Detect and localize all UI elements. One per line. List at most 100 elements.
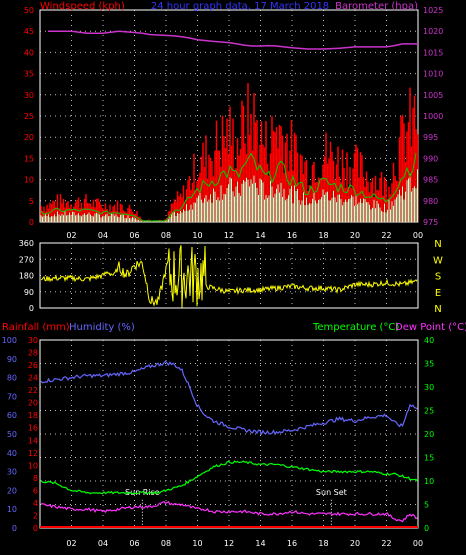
wind-time-tick-label: 16 <box>287 231 297 240</box>
barometer-tick-label: 1015 <box>423 48 443 57</box>
humidity-tick-label: 80 <box>7 374 17 383</box>
barometer-axis-label: Barometer (hpa) <box>335 1 418 12</box>
wind-time-tick-label: 08 <box>161 231 171 240</box>
rainfall-tick-label: 8 <box>33 474 38 483</box>
direction-tick-label: 180 <box>19 272 34 281</box>
temperature-time-tick-label: 10 <box>192 539 202 548</box>
barometer-tick-label: 1000 <box>423 112 443 121</box>
windspeed-tick-label: 20 <box>24 133 34 142</box>
direction-tick-label: 90 <box>24 288 34 297</box>
wind-time-tick-label: 00 <box>413 231 423 240</box>
rainfall-tick-label: 0 <box>33 524 38 533</box>
direction-series <box>40 245 418 308</box>
windspeed-tick-label: 15 <box>24 154 34 163</box>
barometer-tick-label: 1025 <box>423 6 443 15</box>
barometer-tick-label: 990 <box>423 154 438 163</box>
temperature-tick-label: 35 <box>424 360 434 369</box>
wind-time-tick-label: 04 <box>98 231 108 240</box>
compass-label: W <box>433 255 443 266</box>
temperature-tick-label: 25 <box>424 407 434 416</box>
humidity-tick-label: 90 <box>7 355 17 364</box>
windspeed-average-line <box>40 152 417 222</box>
rainfall-tick-label: 18 <box>28 411 38 420</box>
barometer-tick-label: 1005 <box>423 91 443 100</box>
barometer-tick-label: 1020 <box>423 27 443 36</box>
wind-time-tick-label: 18 <box>318 231 328 240</box>
humidity-tick-label: 20 <box>7 486 17 495</box>
wind-time-tick-label: 02 <box>66 231 76 240</box>
rainfall-tick-label: 26 <box>28 361 38 370</box>
direction-tick-label: 360 <box>19 239 34 248</box>
rainfall-tick-label: 12 <box>28 449 38 458</box>
wind-time-tick-label: 14 <box>255 231 265 240</box>
humidity-tick-label: 60 <box>7 411 17 420</box>
compass-label: N <box>434 304 441 315</box>
windspeed-axis-label: Windspeed (kph) <box>40 1 125 12</box>
rainfall-tick-label: 24 <box>28 374 38 383</box>
barometer-line <box>47 30 418 50</box>
dewpoint-line <box>40 500 418 523</box>
sunset-label: Sun Set <box>316 488 347 497</box>
temperature-time-tick-label: 16 <box>287 539 297 548</box>
barometer-tick-label: 1010 <box>423 70 443 79</box>
barometer-tick-label: 995 <box>423 133 438 142</box>
humidity-tick-label: 0 <box>12 524 17 533</box>
direction-tick-label: 270 <box>19 255 34 264</box>
windspeed-tick-label: 0 <box>29 218 34 227</box>
windspeed-tick-label: 50 <box>24 6 34 15</box>
rainfall-tick-label: 28 <box>28 349 38 358</box>
barometer-tick-label: 985 <box>423 176 438 185</box>
temperature-tick-label: 0 <box>424 524 429 533</box>
temperature-time-tick-label: 22 <box>381 539 391 548</box>
windspeed-tick-label: 35 <box>24 70 34 79</box>
rainfall-tick-label: 6 <box>33 486 38 495</box>
sunrise-label: Sun Rise <box>125 488 160 497</box>
chart-title: 24 hour graph data, 17 March 2018 <box>151 1 329 12</box>
temperature-time-tick-label: 00 <box>413 539 423 548</box>
temperature-axis-label: Temperature (°C) <box>312 322 399 333</box>
temperature-tick-label: 10 <box>424 477 434 486</box>
barometer-tick-label: 975 <box>423 218 438 227</box>
rainfall-tick-label: 16 <box>28 424 38 433</box>
humidity-line <box>40 360 418 436</box>
temperature-time-tick-label: 12 <box>224 539 234 548</box>
humidity-tick-label: 70 <box>7 392 17 401</box>
compass-label: E <box>435 288 441 299</box>
barometer-tick-label: 980 <box>423 197 438 206</box>
wind-time-tick-label: 10 <box>192 231 202 240</box>
humidity-tick-label: 40 <box>7 449 17 458</box>
windspeed-tick-label: 30 <box>24 91 34 100</box>
humidity-tick-label: 10 <box>7 505 17 514</box>
compass-label: S <box>435 272 441 283</box>
compass-label: N <box>434 239 441 250</box>
humidity-tick-label: 100 <box>2 336 17 345</box>
rainfall-tick-label: 2 <box>33 511 38 520</box>
temperature-time-tick-label: 06 <box>129 539 139 548</box>
temperature-panel-frame <box>39 339 419 529</box>
wind-time-tick-label: 22 <box>381 231 391 240</box>
windspeed-tick-label: 45 <box>24 27 34 36</box>
temperature-time-tick-label: 02 <box>66 539 76 548</box>
direction-tick-label: 0 <box>29 304 34 313</box>
dewpoint-axis-label: Dew Point (°C) <box>395 322 466 333</box>
rainfall-tick-label: 14 <box>28 436 38 445</box>
wind-time-tick-label: 12 <box>224 231 234 240</box>
rainfall-tick-label: 4 <box>33 499 38 508</box>
windspeed-tick-label: 5 <box>29 197 34 206</box>
rainfall-tick-label: 22 <box>28 386 38 395</box>
wind-time-tick-label: 20 <box>350 231 360 240</box>
temperature-time-tick-label: 18 <box>318 539 328 548</box>
temperature-tick-label: 15 <box>424 454 434 463</box>
humidity-tick-label: 30 <box>7 468 17 477</box>
humidity-tick-label: 50 <box>7 430 17 439</box>
temperature-tick-label: 40 <box>424 336 434 345</box>
temperature-time-tick-label: 14 <box>255 539 265 548</box>
windspeed-tick-label: 40 <box>24 48 34 57</box>
direction-panel-grid <box>40 243 418 308</box>
temperature-panel-grid <box>40 340 418 528</box>
temperature-tick-label: 20 <box>424 430 434 439</box>
rainfall-tick-label: 10 <box>28 461 38 470</box>
temperature-time-tick-label: 08 <box>161 539 171 548</box>
windspeed-series <box>40 83 419 222</box>
